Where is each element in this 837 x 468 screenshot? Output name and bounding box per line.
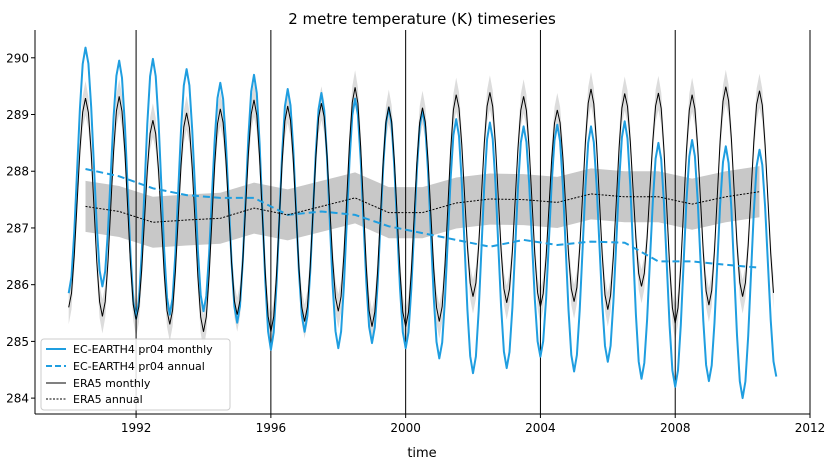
x-tick-label: 2000	[390, 421, 421, 435]
y-tick-label: 290	[6, 51, 29, 65]
chart-title: 2 metre temperature (K) timeseries	[288, 10, 556, 28]
ec-earth-annual-line	[85, 168, 760, 269]
y-tick-label: 286	[6, 278, 29, 292]
x-tick-label: 2004	[525, 421, 556, 435]
y-tick-label: 288	[6, 165, 29, 179]
legend-entry-ec-earth-annual: EC-EARTH4 pr04 annual	[46, 360, 205, 373]
legend: EC-EARTH4 pr04 monthly EC-EARTH4 pr04 an…	[40, 338, 231, 411]
era5-annual-band	[85, 166, 760, 248]
axes	[34, 30, 811, 415]
x-tick-label: 1992	[121, 421, 152, 435]
era5-monthly-line	[68, 86, 774, 332]
y-tick-label: 289	[6, 108, 29, 122]
series-lines	[67, 46, 778, 400]
era5-annual-line	[85, 191, 760, 223]
legend-entry-era5-monthly: ERA5 monthly	[46, 377, 151, 390]
y-tick-label: 287	[6, 221, 29, 235]
ec-earth-monthly-line	[67, 46, 778, 400]
x-tick-label: 2008	[660, 421, 691, 435]
legend-label: EC-EARTH4 pr04 monthly	[73, 343, 213, 356]
legend-label: ERA5 monthly	[73, 377, 151, 390]
x-ticks: 1992 1996 2000 2004 2008 2012	[121, 414, 825, 435]
uncertainty-bands	[68, 69, 774, 349]
legend-entry-era5-annual: ERA5 annual	[46, 393, 143, 406]
x-tick-label: 2012	[795, 421, 826, 435]
legend-label: ERA5 annual	[73, 393, 143, 406]
legend-label: EC-EARTH4 pr04 annual	[73, 360, 205, 373]
legend-box	[40, 338, 231, 411]
y-tick-label: 284	[6, 392, 29, 406]
y-tick-label: 285	[6, 335, 29, 349]
era5-monthly-band	[68, 69, 774, 349]
y-ticks: 284 285 286 287 288 289 290	[6, 51, 35, 406]
x-axis-label: time	[407, 446, 436, 461]
legend-entry-ec-earth-monthly: EC-EARTH4 pr04 monthly	[46, 343, 213, 356]
x-tick-label: 1996	[256, 421, 287, 435]
